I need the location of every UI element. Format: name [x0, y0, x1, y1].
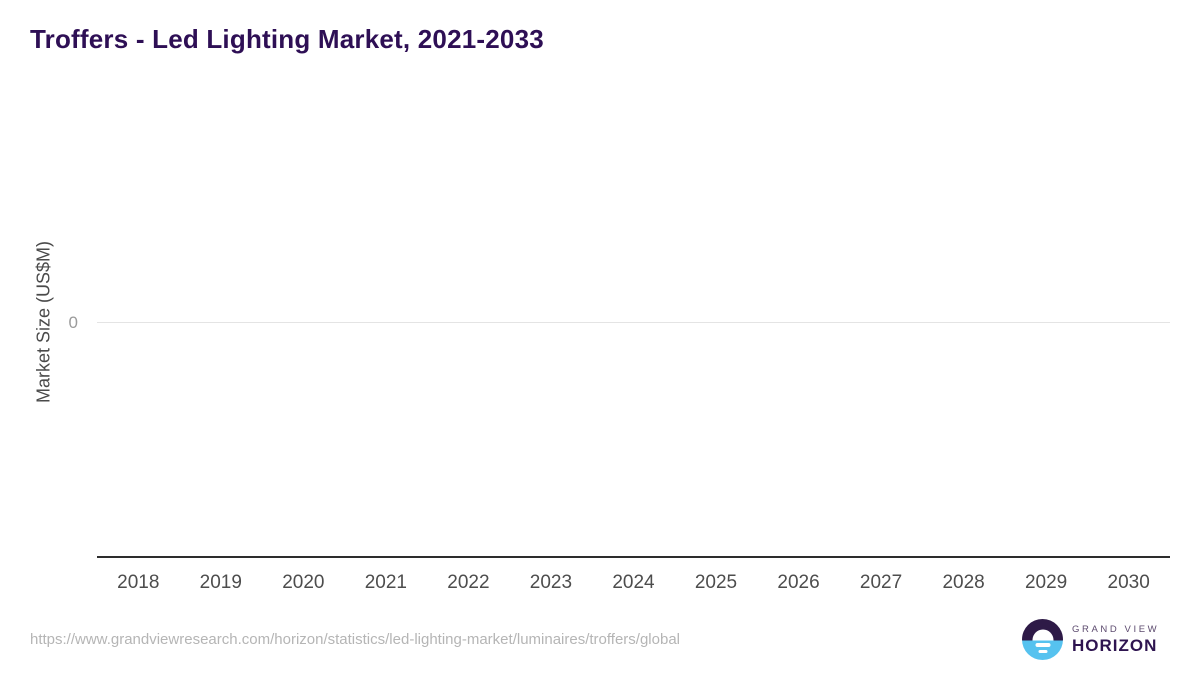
x-axis-tick-label: 2025 [694, 572, 738, 593]
x-axis-tick-label: 2030 [1107, 572, 1150, 593]
x-axis-line [97, 556, 1170, 558]
x-axis-tick-label: 2028 [942, 572, 985, 593]
x-axis-tick-label: 2022 [447, 572, 490, 593]
grand-view-horizon-logo: GRAND VIEW HORIZON [1022, 619, 1159, 660]
x-axis-tick-label: 2019 [199, 572, 242, 593]
x-axis-tick-label: 2024 [612, 572, 655, 593]
x-axis-tick-label: 2027 [859, 572, 903, 593]
chart-title: Troffers - Led Lighting Market, 2021-203… [30, 24, 544, 54]
reflection-stripe-2 [1038, 649, 1047, 653]
x-axis-tick-label: 2021 [364, 572, 407, 593]
x-axis-tick-label: 2023 [529, 572, 573, 593]
source-url: https://www.grandviewresearch.com/horizo… [30, 631, 680, 648]
x-axis-tick-label: 2026 [777, 572, 820, 593]
x-axis-tick-label: 2029 [1024, 572, 1068, 593]
y-axis-tick-zero: 0 [68, 313, 78, 332]
x-axis-tick-label: 2018 [117, 572, 160, 593]
sun-shape [1032, 629, 1053, 641]
logo-text: GRAND VIEW HORIZON [1072, 624, 1159, 656]
gridline-zero [97, 322, 1170, 323]
horizon-sunset-icon [1022, 619, 1063, 660]
x-axis-labels: 2018 2019 2020 2021 2022 2023 2024 2025 2026 2027… [97, 572, 1170, 594]
logo-text-horizon: HORIZON [1072, 635, 1158, 655]
reflection-stripe-1 [1035, 643, 1050, 647]
logo-text-grand-view: GRAND VIEW [1072, 623, 1160, 635]
x-axis-tick-label: 2020 [282, 572, 325, 593]
